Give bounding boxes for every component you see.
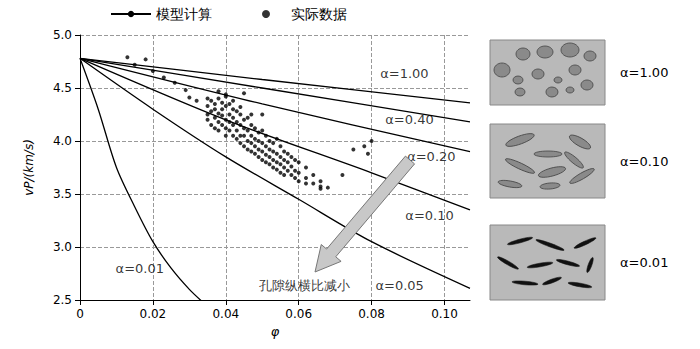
svg-text:0.08: 0.08 <box>358 307 385 321</box>
svg-text:孔隙纵横比减小: 孔隙纵横比减小 <box>259 278 350 293</box>
svg-text:α=0.01: α=0.01 <box>620 255 668 270</box>
svg-text:α=1.00: α=1.00 <box>380 66 428 81</box>
svg-text:模型计算: 模型计算 <box>156 6 212 22</box>
svg-text:3.5: 3.5 <box>53 187 72 201</box>
svg-text:4.0: 4.0 <box>53 134 72 148</box>
svg-text:α=1.00: α=1.00 <box>620 65 668 80</box>
svg-text:α=0.05: α=0.05 <box>375 278 423 293</box>
svg-text:5.0: 5.0 <box>53 28 72 42</box>
svg-text:2.5: 2.5 <box>53 293 72 307</box>
svg-text:α=0.40: α=0.40 <box>385 112 433 127</box>
svg-text:α=0.01: α=0.01 <box>116 261 164 276</box>
svg-text:0.02: 0.02 <box>140 307 167 321</box>
svg-text:φ: φ <box>271 324 280 339</box>
svg-text:4.5: 4.5 <box>53 81 72 95</box>
svg-text:α=0.20: α=0.20 <box>407 149 455 164</box>
svg-text:3.0: 3.0 <box>53 240 72 254</box>
svg-text:实际数据: 实际数据 <box>291 6 347 22</box>
svg-text:vP/(km/s): vP/(km/s) <box>22 139 36 196</box>
svg-text:0.10: 0.10 <box>431 307 458 321</box>
svg-text:α=0.10: α=0.10 <box>405 208 453 223</box>
svg-text:α=0.10: α=0.10 <box>620 154 668 169</box>
svg-text:0.06: 0.06 <box>285 307 312 321</box>
svg-text:0.04: 0.04 <box>212 307 239 321</box>
svg-text:0: 0 <box>76 307 84 321</box>
